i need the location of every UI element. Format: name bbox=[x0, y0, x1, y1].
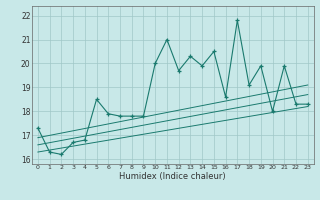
X-axis label: Humidex (Indice chaleur): Humidex (Indice chaleur) bbox=[119, 172, 226, 181]
